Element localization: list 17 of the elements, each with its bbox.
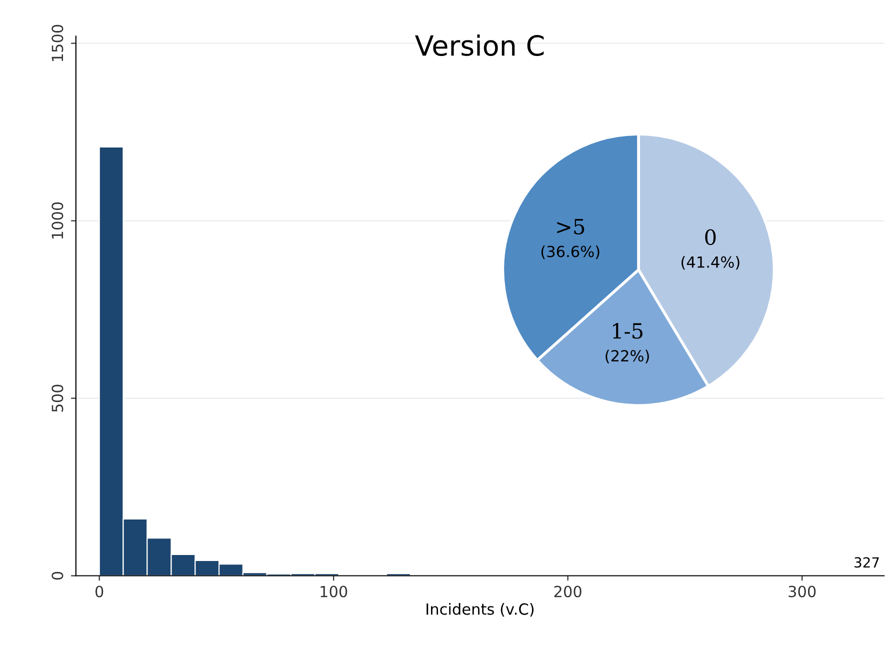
y-tick-label: 1000 [52,202,64,239]
x-tick-label: 100 [320,586,348,598]
annotation: 327 [854,557,879,568]
y-tick-label: 500 [52,384,64,412]
y-tick-label: 1500 [52,24,64,62]
slice-label: 0 [705,229,716,246]
chart-title: Version C [415,34,544,56]
x-tick-label: 300 [788,586,816,598]
data-label: (22%) [606,350,649,364]
x-axis-title: Incidents (v.C) [426,603,534,617]
y-tick-label: 0 [52,572,64,580]
slice-label: >5 [557,218,584,234]
slice-label: 1-5 [613,323,642,339]
x-tick-label: 200 [554,586,582,598]
data-label: (36.6%) [541,245,600,260]
data-label: (41.4%) [682,256,740,270]
x-tick-label: 0 [95,586,104,598]
